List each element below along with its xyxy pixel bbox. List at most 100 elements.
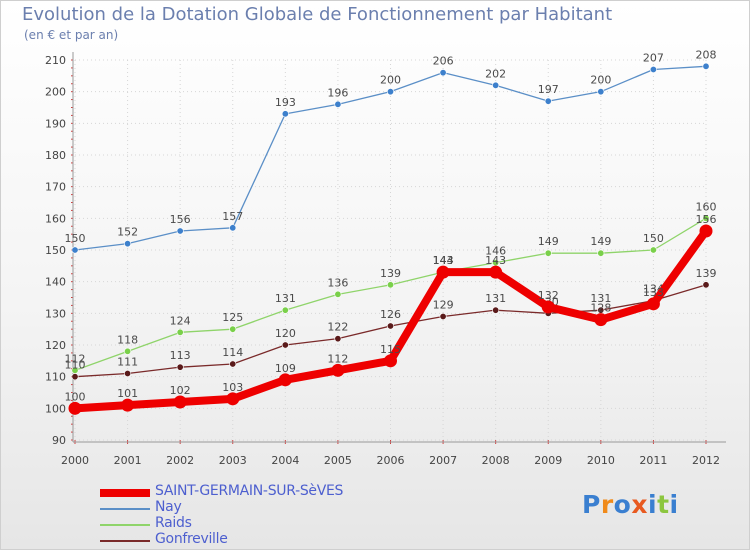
data-point-nay bbox=[597, 88, 605, 96]
data-point-nay bbox=[124, 240, 132, 248]
data-point-gonfreville bbox=[281, 341, 289, 349]
y-tick-label: 200 bbox=[45, 86, 66, 99]
legend-swatch bbox=[100, 540, 150, 542]
chart-subtitle: (en € et par an) bbox=[24, 28, 119, 42]
data-label-raids: 149 bbox=[538, 235, 559, 248]
data-point-nay bbox=[71, 246, 79, 254]
data-point-saint-germain-sur-s-ves bbox=[646, 297, 660, 311]
data-label-gonfreville: 110 bbox=[65, 359, 86, 372]
data-point-raids bbox=[281, 306, 289, 314]
data-point-raids bbox=[702, 214, 710, 222]
y-tick-label: 210 bbox=[45, 54, 66, 67]
data-label-nay: 152 bbox=[117, 226, 138, 239]
y-tick-label: 130 bbox=[45, 307, 66, 320]
legend-swatch bbox=[100, 508, 150, 510]
y-tick-label: 100 bbox=[45, 402, 66, 415]
data-label-saint-germain-sur-s-ves: 112 bbox=[327, 352, 348, 365]
y-tick-label: 90 bbox=[52, 434, 66, 447]
data-point-saint-germain-sur-s-ves bbox=[331, 363, 345, 377]
data-label-raids: 112 bbox=[65, 352, 86, 365]
data-point-raids bbox=[386, 281, 394, 289]
data-label-saint-germain-sur-s-ves: 132 bbox=[538, 289, 559, 302]
data-point-nay bbox=[281, 110, 289, 118]
data-label-raids: 143 bbox=[433, 254, 454, 267]
data-point-nay bbox=[649, 66, 657, 74]
data-point-saint-germain-sur-s-ves bbox=[699, 224, 713, 238]
data-label-gonfreville: 139 bbox=[696, 267, 717, 280]
data-label-gonfreville: 120 bbox=[275, 327, 296, 340]
data-point-raids bbox=[649, 246, 657, 254]
logo-letter: o bbox=[613, 490, 632, 519]
data-label-gonfreville: 126 bbox=[380, 308, 401, 321]
logo-letter: i bbox=[648, 490, 658, 519]
data-point-raids bbox=[597, 249, 605, 257]
x-tick-label: 2002 bbox=[166, 454, 194, 467]
data-label-raids: 136 bbox=[327, 276, 348, 289]
data-label-raids: 139 bbox=[380, 267, 401, 280]
data-point-nay bbox=[334, 100, 342, 108]
data-label-raids: 150 bbox=[643, 232, 664, 245]
data-label-raids: 160 bbox=[696, 200, 717, 213]
data-point-gonfreville bbox=[492, 306, 500, 314]
data-point-nay bbox=[386, 88, 394, 96]
data-label-saint-germain-sur-s-ves: 100 bbox=[65, 390, 86, 403]
data-point-saint-germain-sur-s-ves bbox=[489, 265, 503, 279]
data-point-nay bbox=[702, 62, 710, 70]
x-tick-label: 2003 bbox=[219, 454, 247, 467]
data-point-gonfreville bbox=[176, 363, 184, 371]
data-point-raids bbox=[544, 249, 552, 257]
x-tick-label: 2012 bbox=[692, 454, 720, 467]
legend-swatch bbox=[100, 489, 150, 497]
legend-label: Gonfreville bbox=[155, 531, 228, 547]
data-label-raids: 131 bbox=[275, 292, 296, 305]
chart-title: Evolution de la Dotation Globale de Fonc… bbox=[22, 4, 613, 25]
x-tick-label: 2005 bbox=[324, 454, 352, 467]
y-tick-label: 110 bbox=[45, 371, 66, 384]
data-point-gonfreville bbox=[71, 373, 79, 381]
y-tick-label: 170 bbox=[45, 181, 66, 194]
x-tick-label: 2011 bbox=[639, 454, 667, 467]
legend-label: Nay bbox=[155, 499, 182, 515]
data-label-gonfreville: 131 bbox=[485, 292, 506, 305]
data-label-raids: 118 bbox=[117, 333, 138, 346]
legend-label: SAINT-GERMAIN-SUR-SèVES bbox=[155, 483, 344, 499]
data-point-nay bbox=[439, 69, 447, 77]
data-label-saint-germain-sur-s-ves: 133 bbox=[643, 286, 664, 299]
x-tick-label: 2006 bbox=[377, 454, 405, 467]
data-label-nay: 156 bbox=[170, 213, 191, 226]
data-label-gonfreville: 113 bbox=[170, 349, 191, 362]
data-label-raids: 149 bbox=[590, 235, 611, 248]
data-label-nay: 196 bbox=[327, 86, 348, 99]
data-point-nay bbox=[492, 81, 500, 89]
data-point-gonfreville bbox=[229, 360, 237, 368]
data-label-nay: 157 bbox=[222, 210, 243, 223]
x-tick-label: 2001 bbox=[114, 454, 142, 467]
data-point-saint-germain-sur-s-ves bbox=[278, 373, 292, 387]
legend-label: Raids bbox=[155, 515, 192, 531]
data-label-raids: 146 bbox=[485, 245, 506, 258]
data-label-gonfreville: 111 bbox=[117, 356, 138, 369]
data-point-gonfreville bbox=[386, 322, 394, 330]
data-point-saint-germain-sur-s-ves bbox=[384, 354, 397, 368]
proxiti-logo: Proxiti bbox=[582, 490, 679, 519]
y-tick-label: 160 bbox=[45, 212, 66, 225]
x-tick-label: 2010 bbox=[587, 454, 615, 467]
data-label-raids: 125 bbox=[222, 311, 243, 324]
data-point-saint-germain-sur-s-ves bbox=[594, 313, 608, 327]
logo-letter: t bbox=[657, 490, 670, 519]
data-point-nay bbox=[229, 224, 237, 232]
data-label-nay: 200 bbox=[590, 74, 611, 87]
data-point-raids bbox=[334, 290, 342, 298]
data-point-raids bbox=[229, 325, 237, 333]
x-tick-label: 2004 bbox=[271, 454, 299, 467]
data-label-saint-germain-sur-s-ves: 143 bbox=[485, 254, 506, 267]
data-point-gonfreville bbox=[702, 281, 710, 289]
data-point-saint-germain-sur-s-ves bbox=[173, 395, 187, 409]
data-label-gonfreville: 129 bbox=[433, 299, 454, 312]
data-label-nay: 200 bbox=[380, 74, 401, 87]
data-label-saint-germain-sur-s-ves: 144 bbox=[433, 254, 454, 267]
y-tick-label: 140 bbox=[45, 276, 66, 289]
data-point-saint-germain-sur-s-ves bbox=[226, 392, 240, 406]
data-label-gonfreville: 114 bbox=[222, 346, 243, 359]
data-label-nay: 193 bbox=[275, 96, 296, 109]
